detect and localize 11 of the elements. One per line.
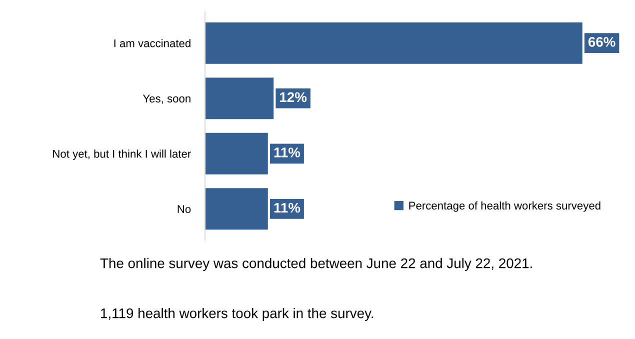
legend-label: Percentage of health workers surveyed bbox=[409, 201, 600, 212]
data-label: 11% bbox=[274, 202, 300, 213]
y-tick-label: Not yet, but I think I will later bbox=[53, 150, 191, 160]
y-tick-label: No bbox=[178, 205, 191, 214]
y-tick-label: I am vaccinated bbox=[114, 39, 190, 48]
data-label: 66% bbox=[588, 36, 616, 47]
text: The online survey was conducted between June 22 and July 22, 2021. bbox=[100, 258, 532, 271]
data-label: 12% bbox=[280, 92, 307, 102]
y-tick-label: Yes, soon bbox=[142, 94, 190, 104]
text: 1,119 health workers took park in the survey. bbox=[101, 308, 374, 321]
data-label: 11% bbox=[274, 148, 300, 158]
